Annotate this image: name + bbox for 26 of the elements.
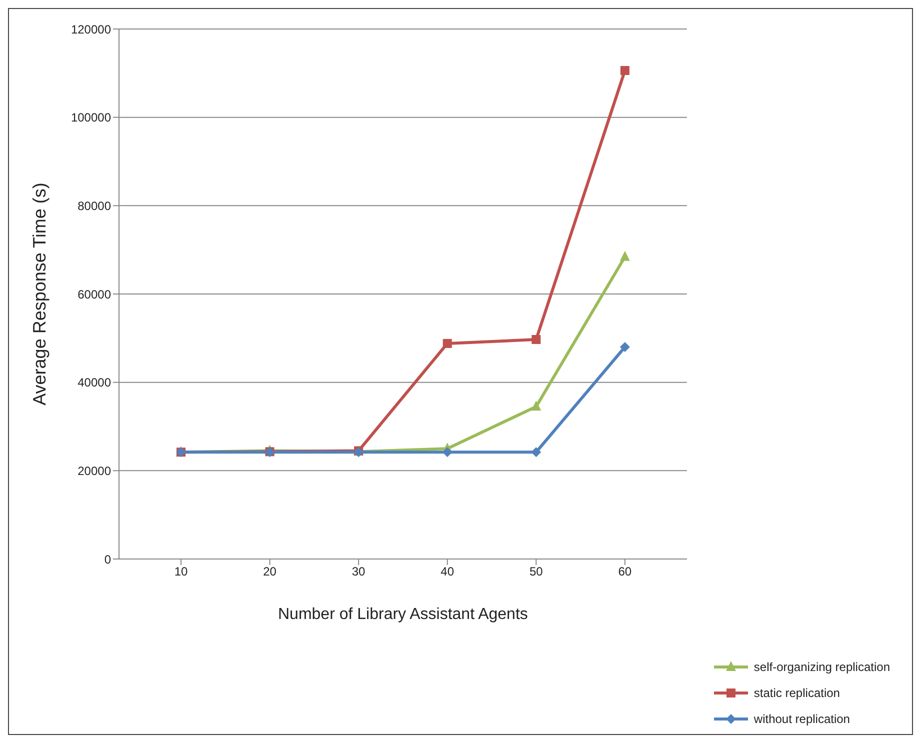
point (531, 447, 542, 458)
point (620, 342, 630, 352)
x-tick-label: 40 (440, 564, 454, 579)
y-tick-label: 60000 (78, 287, 112, 302)
y-tick-label: 80000 (78, 198, 112, 213)
point (620, 250, 630, 261)
x-tick-label: 50 (529, 564, 544, 579)
y-tick-label: 0 (104, 552, 112, 566)
point (532, 334, 541, 344)
legend-label: self-organizing replication (754, 660, 890, 674)
point (442, 447, 452, 458)
point (620, 66, 630, 76)
x-axis-title: Number of Library Assistant Agents (278, 606, 528, 623)
y-tick-label: 40000 (78, 376, 112, 390)
x-tick-label: 60 (618, 564, 632, 579)
y-tick-label: 20000 (78, 464, 112, 478)
x-tick-label: 30 (352, 564, 366, 579)
y-tick-label: 100000 (70, 110, 112, 125)
y-axis-title: Average Response Time (s) (29, 182, 50, 406)
legend-label: without replication (754, 712, 850, 726)
x-tick-label: 20 (263, 564, 277, 579)
point (531, 400, 542, 411)
point (442, 338, 452, 348)
legend-label: static replication (754, 686, 840, 700)
x-tick-label: 10 (174, 564, 188, 579)
y-tick-label: 120000 (70, 22, 112, 36)
